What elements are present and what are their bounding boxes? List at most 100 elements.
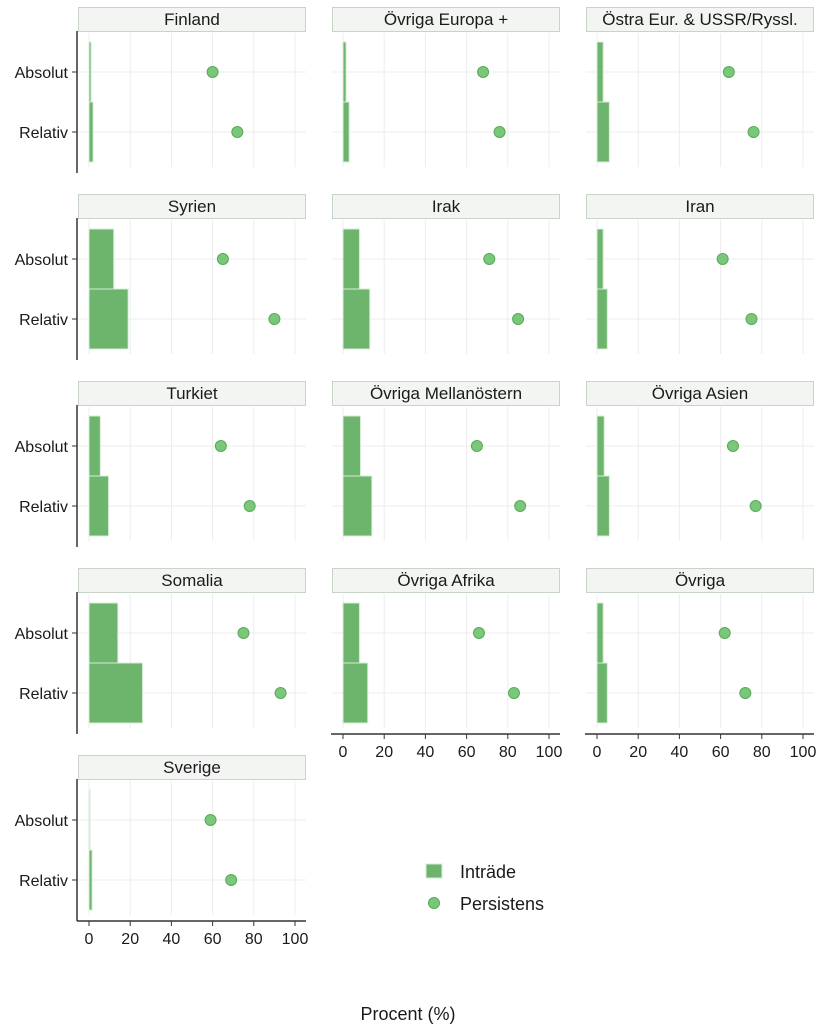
panel-title: Iran (685, 197, 714, 216)
x-tick-label: 60 (204, 931, 222, 948)
panel-12: Övriga 0 20 40 60 80 100 (585, 569, 816, 762)
panel-title: Övriga Afrika (397, 571, 495, 590)
persistens-dot-absolut (205, 815, 216, 826)
persistens-dot-absolut (473, 628, 484, 639)
legend-bar-swatch (426, 864, 442, 878)
intrade-bar-relativ (597, 663, 607, 723)
panel-1: Finland Absolut Relativ (15, 8, 306, 174)
panel-title: Syrien (168, 197, 216, 216)
x-tick-label: 20 (121, 931, 139, 948)
persistens-dot-relativ (513, 314, 524, 325)
x-tick-label: 100 (282, 931, 309, 948)
panel-6: Iran (586, 195, 814, 355)
panel-13: Sverige Absolut Relativ 0 20 40 60 80 100 (15, 756, 309, 949)
persistens-dot-absolut (723, 67, 734, 78)
persistens-dot-relativ (515, 501, 526, 512)
persistens-dot-relativ (740, 688, 751, 699)
panel-title: Östra Eur. & USSR/Ryssl. (602, 10, 798, 29)
intrade-bar-relativ (343, 102, 349, 162)
persistens-dot-absolut (217, 254, 228, 265)
y-tick-label: Absolut (15, 626, 69, 643)
panel-5: Irak (332, 195, 560, 355)
y-tick-label: Relativ (19, 873, 68, 890)
panel-8: Övriga Mellanöstern (332, 382, 560, 542)
y-tick-label: Absolut (15, 252, 69, 269)
x-tick-label: 80 (245, 931, 263, 948)
intrade-bar-relativ (343, 289, 370, 349)
intrade-bar-relativ (89, 102, 93, 162)
legend-dot-label: Persistens (460, 894, 544, 914)
intrade-bar-absolut (343, 416, 361, 476)
panel-4: Syrien Absolut Relativ (15, 195, 306, 361)
persistens-dot-absolut (215, 441, 226, 452)
intrade-bar-relativ (597, 476, 609, 536)
intrade-bar-absolut (343, 229, 359, 289)
panel-title: Övriga Asien (652, 384, 748, 403)
panel-2: Övriga Europa + (332, 8, 560, 168)
y-tick-label: Absolut (15, 813, 69, 830)
panel-7: Turkiet Absolut Relativ (15, 382, 306, 548)
persistens-dot-relativ (275, 688, 286, 699)
intrade-bar-relativ (597, 289, 607, 349)
x-tick-label: 20 (629, 744, 647, 761)
y-tick-label: Relativ (19, 312, 68, 329)
x-tick-label: 0 (85, 931, 94, 948)
persistens-dot-absolut (471, 441, 482, 452)
x-tick-label: 40 (671, 744, 689, 761)
intrade-bar-absolut (89, 603, 118, 663)
panel-title: Finland (164, 10, 220, 29)
x-tick-label: 100 (790, 744, 817, 761)
legend-bar-label: Inträde (460, 862, 516, 882)
persistens-dot-relativ (748, 127, 759, 138)
panel-title: Övriga Mellanöstern (370, 384, 522, 403)
panel-title: Irak (432, 197, 461, 216)
intrade-bar-absolut (89, 42, 91, 102)
persistens-dot-absolut (207, 67, 218, 78)
x-tick-label: 80 (753, 744, 771, 761)
persistens-dot-absolut (727, 441, 738, 452)
persistens-dot-relativ (746, 314, 757, 325)
persistens-dot-relativ (244, 501, 255, 512)
persistens-dot-absolut (484, 254, 495, 265)
intrade-bar-absolut (343, 42, 346, 102)
legend-dot-swatch (429, 898, 440, 909)
intrade-bar-absolut (343, 603, 359, 663)
intrade-bar-relativ (89, 476, 109, 536)
panel-title: Övriga Europa + (384, 10, 508, 29)
intrade-bar-relativ (89, 850, 92, 910)
intrade-bar-absolut (597, 42, 603, 102)
persistens-dot-absolut (719, 628, 730, 639)
panel-3: Östra Eur. & USSR/Ryssl. (586, 8, 814, 168)
panel-title: Turkiet (166, 384, 218, 403)
x-axis-title: Procent (%) (360, 1004, 455, 1024)
persistens-dot-absolut (238, 628, 249, 639)
persistens-dot-relativ (494, 127, 505, 138)
y-tick-label: Relativ (19, 125, 68, 142)
legend: Inträde Persistens (426, 862, 544, 914)
panel-title: Övriga (675, 571, 726, 590)
intrade-bar-absolut (597, 416, 604, 476)
y-tick-label: Absolut (15, 439, 69, 456)
y-tick-label: Absolut (15, 65, 69, 82)
persistens-dot-relativ (508, 688, 519, 699)
intrade-bar-relativ (89, 289, 128, 349)
panel-9: Övriga Asien (586, 382, 814, 542)
intrade-bar-absolut (597, 229, 603, 289)
persistens-dot-relativ (750, 501, 761, 512)
x-tick-label: 40 (163, 931, 181, 948)
intrade-bar-absolut (597, 603, 603, 663)
persistens-dot-relativ (269, 314, 280, 325)
x-tick-label: 40 (417, 744, 435, 761)
x-tick-label: 20 (375, 744, 393, 761)
persistens-dot-absolut (478, 67, 489, 78)
intrade-bar-relativ (89, 663, 143, 723)
x-tick-label: 60 (712, 744, 730, 761)
intrade-bar-relativ (343, 663, 368, 723)
panel-title: Somalia (161, 571, 223, 590)
x-tick-label: 0 (339, 744, 348, 761)
y-tick-label: Relativ (19, 686, 68, 703)
intrade-bar-absolut (89, 790, 90, 850)
x-tick-label: 100 (536, 744, 563, 761)
intrade-bar-relativ (343, 476, 372, 536)
